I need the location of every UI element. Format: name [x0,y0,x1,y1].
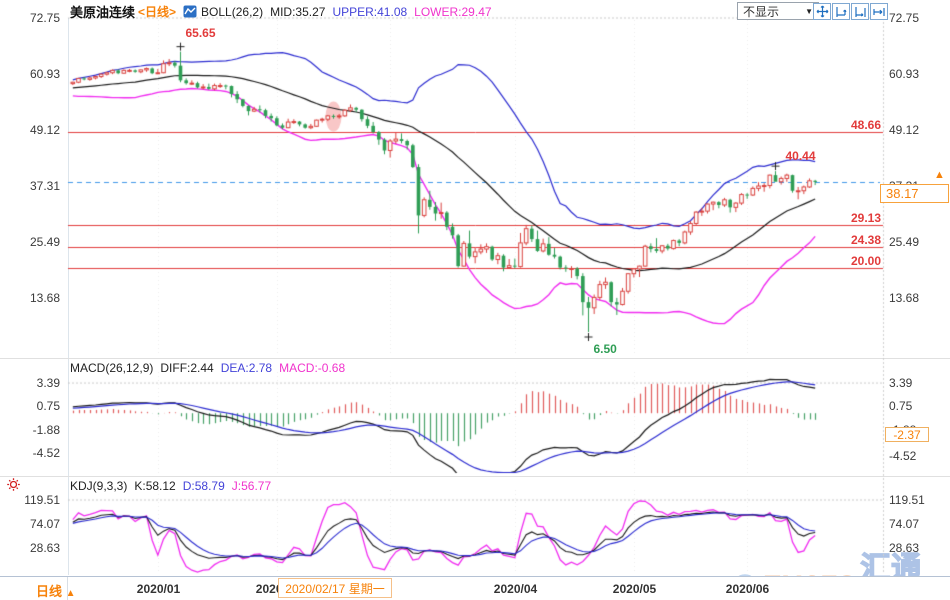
month-label: 2020/05 [612,582,657,596]
axis-label: -4.52 [889,449,917,463]
macd-diff-label: DIFF:2.44 [160,361,214,375]
level-label: 24.38 [850,232,881,247]
axis-label: 3.39 [889,376,913,390]
marker-low-label: 6.50 [593,342,617,356]
boll-params-label: BOLL(26,2) [201,4,264,19]
kdj-j-label: J:56.77 [231,479,272,493]
tab-daily-label: 日线 [36,584,63,599]
fit-x-axis-button[interactable] [851,3,869,20]
macd-title: MACD(26,12,9) [70,361,154,375]
boll-lower-label: LOWER:29.47 [414,4,492,19]
axis-label: 60.93 [889,67,920,81]
axis-label: 60.93 [29,67,60,81]
macd-macd-label: MACD:-0.68 [279,361,346,375]
axis-label: 25.49 [889,235,920,249]
tab-arrow-icon: ▲ [65,588,76,599]
axis-label: 72.75 [29,11,60,25]
symbol-title: 美原油连续 [70,5,136,20]
axis-label: 28.63 [889,541,920,555]
fit-x-icon [855,6,866,17]
tab-daily[interactable]: 日线 ▲ [36,581,76,600]
price-arrow-icon: ▲ [934,168,945,181]
pan-crosshair-button[interactable] [813,3,831,20]
month-label: 2020/06 [725,582,770,596]
kdj-k-label: K:58.12 [134,479,176,493]
boll-upper-label: UPPER:41.08 [332,4,408,19]
axis-label: 13.68 [29,291,60,305]
axis-label: 49.12 [889,123,920,137]
axis-label: -1.88 [32,423,60,437]
axis-label: 49.12 [29,123,60,137]
month-label: 2020/01 [136,582,181,596]
level-label: 20.00 [850,253,881,268]
axis-label: 119.51 [889,493,925,507]
boll-indicator-icon [183,5,197,18]
kdj-header: KDJ(9,3,3) K:58.12 D:58.79 J:56.77 [70,479,271,493]
indicator-settings-icon[interactable] [6,477,21,497]
bottom-bar-separator [67,577,68,600]
axis-label: 74.07 [29,517,60,531]
fit-y-icon [836,6,847,17]
marker-high-label: 65.65 [185,25,216,40]
kdj-d-label: D:58.79 [182,479,225,493]
crosshair-date-box: 2020/02/17 星期一 [278,578,392,598]
macd-header: MACD(26,12,9) DIFF:2.44 DEA:2.78 MACD:-0… [70,361,345,375]
axis-label: 74.07 [889,517,920,531]
kdj-title: KDJ(9,3,3) [70,479,128,493]
price-tag: 38.17 [880,183,949,203]
pan-right-icon [873,7,885,16]
month-label: 2020/04 [493,582,538,596]
axis-label: 37.31 [29,179,60,193]
macd-tag: -2.37 [885,427,929,443]
axis-label: 28.63 [29,541,60,555]
axis-label: -4.52 [32,446,60,460]
axis-label: 0.75 [889,399,913,413]
chart-header: 美原油连续 <日线> BOLL(26,2) MID:35.27 UPPER:41… [70,2,492,21]
axis-label: 0.75 [36,399,60,413]
marker-recent-high-label: 40.44 [785,149,816,164]
pan-right-button[interactable] [870,3,888,20]
level-label: 29.13 [850,210,881,225]
axis-label: 119.51 [24,493,60,507]
overlay-select-label: 不显示 [743,4,780,19]
period-label: <日线> [138,5,177,19]
overlay-select-dropdown[interactable]: 不显示 ▼ [737,2,819,20]
boll-mid-label: MID:35.27 [270,4,326,19]
pan-cross-icon [816,5,828,18]
dropdown-arrow-icon: ▼ [805,6,813,16]
axis-label: 72.75 [889,11,920,25]
axis-label: 3.39 [36,376,60,390]
bottom-bar: 日线 ▲ 2020/01 2020/02 2020/04 2020/05 202… [0,576,950,600]
fit-y-axis-button[interactable] [832,3,850,20]
level-label: 48.66 [850,117,881,132]
macd-dea-label: DEA:2.78 [220,361,273,375]
axis-label: 13.68 [889,291,920,305]
axis-label: 25.49 [29,235,60,249]
